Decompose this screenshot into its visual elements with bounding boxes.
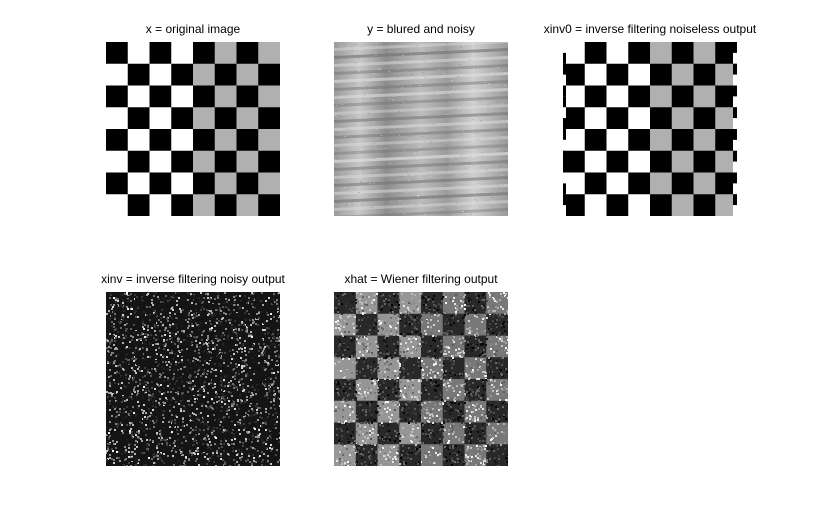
panel-title-inverse-noiseless: xinv0 = inverse filtering noiseless outp… [543, 22, 757, 36]
panel-title-original: x = original image [145, 22, 241, 36]
original-image [106, 42, 280, 216]
inverse-filtering-noisy-image [106, 292, 280, 466]
panel-title-wiener: xhat = Wiener filtering output [344, 272, 498, 286]
panel-title-inverse-noisy: xinv = inverse filtering noisy output [101, 272, 285, 286]
panel-title-blurred: y = blured and noisy [367, 22, 475, 36]
inverse-filtering-noiseless-image [563, 42, 737, 216]
blurred-noisy-image [334, 42, 508, 216]
wiener-filtering-image [334, 292, 508, 466]
